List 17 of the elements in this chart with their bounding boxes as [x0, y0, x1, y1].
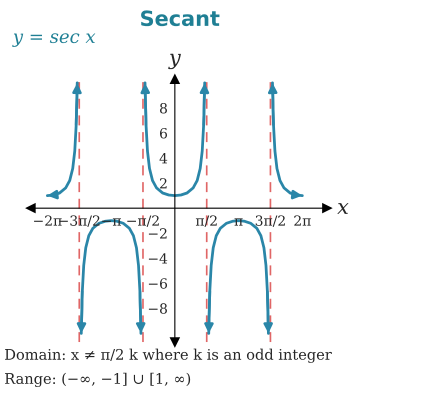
y-tick-label: 6: [160, 128, 168, 138]
y-tick-label: −6: [148, 278, 168, 289]
y-tick-label: −8: [148, 303, 167, 314]
chart-title: Secant: [141, 10, 220, 26]
y-tick-label: 8: [160, 102, 167, 114]
y-tick-label: −2: [148, 228, 167, 238]
text: y = sec x: [12, 33, 96, 47]
text: Range: (−∞, −1] ∪ [1, ∞): [5, 372, 190, 388]
y-tick-label: −4: [148, 253, 168, 264]
text: Domain: x ≠ π/2 k where k is an odd integer: [5, 348, 332, 363]
line-series: [144, 82, 206, 198]
y-tick-label: 2: [160, 178, 167, 188]
y-axis-title: y: [168, 54, 181, 70]
x-tick-label: 2π: [294, 215, 311, 226]
x-axis-title: x: [337, 203, 349, 214]
y-tick-label: 4: [159, 153, 168, 164]
x-tick-label: π: [234, 218, 243, 226]
